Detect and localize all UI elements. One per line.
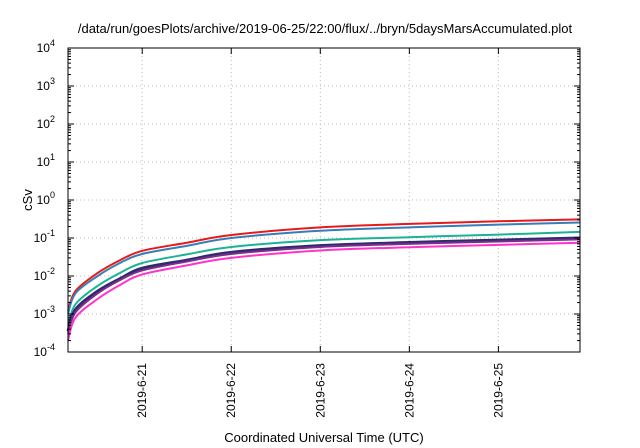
y-tick-label: 10-2 xyxy=(34,266,55,283)
series-line xyxy=(67,241,581,341)
series-line xyxy=(67,218,581,312)
x-tick-label: 2019-6-23 xyxy=(313,363,327,418)
series-line xyxy=(67,238,581,335)
y-tick-labels: 10-4 10-3 10-2 10-1 100 101 102 103 104 xyxy=(34,38,55,359)
series-line xyxy=(67,221,581,315)
series-line xyxy=(66,236,581,332)
series-lines xyxy=(66,218,581,341)
tick-marks xyxy=(68,47,580,353)
y-tick-label: 103 xyxy=(37,76,55,93)
chart-title: /data/run/goesPlots/archive/2019-06-25/2… xyxy=(78,21,573,36)
grid-lines xyxy=(68,48,580,352)
y-tick-label: 10-3 xyxy=(34,304,55,321)
x-tick-label: 2019-6-25 xyxy=(491,363,505,418)
x-tick-label: 2019-6-24 xyxy=(402,363,416,418)
y-tick-label: 10-4 xyxy=(34,342,55,359)
y-tick-label: 100 xyxy=(37,190,55,207)
x-tick-labels: 2019-6-21 2019-6-22 2019-6-23 2019-6-24 2019… xyxy=(135,363,505,418)
series-line xyxy=(67,230,581,326)
y-axis-label: cSv xyxy=(20,189,35,211)
y-tick-label: 104 xyxy=(37,38,55,55)
y-tick-label: 101 xyxy=(37,152,55,169)
x-axis-label: Coordinated Universal Time (UTC) xyxy=(224,430,423,445)
y-tick-label: 10-1 xyxy=(34,228,55,245)
x-tick-label: 2019-6-22 xyxy=(224,363,238,418)
x-tick-label: 2019-6-21 xyxy=(135,363,149,418)
y-tick-label: 102 xyxy=(37,114,55,131)
